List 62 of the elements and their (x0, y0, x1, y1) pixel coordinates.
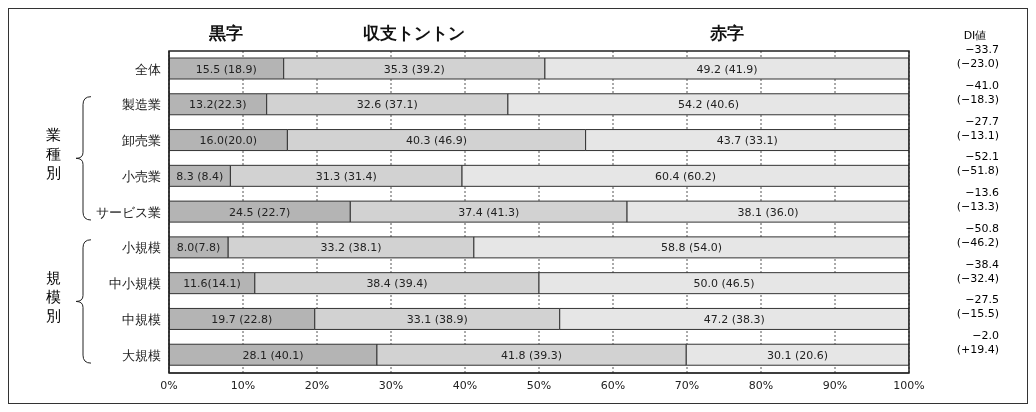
data-label: 49.2 (41.9) (696, 62, 758, 76)
text: −52.1 (−51.8) (956, 150, 999, 178)
y-tick-label: サービス業 (96, 204, 161, 220)
series-label: 黒字 (208, 23, 244, 43)
x-tick-label: 10% (230, 378, 256, 392)
y-tick-label: 卸売業 (122, 133, 161, 149)
data-label: 16.0(20.0) (199, 134, 257, 148)
data-label: 60.4 (60.2) (654, 169, 717, 183)
data-label: 41.8 (39.3) (501, 348, 563, 362)
x-tick-label: 20% (304, 378, 330, 392)
data-label: 47.2 (38.3) (703, 312, 765, 326)
y-tick-label: 全体 (135, 61, 161, 77)
data-label: 35.3 (39.2) (383, 62, 445, 76)
data-label: 37.4 (41.3) (458, 205, 520, 219)
text: 業種別 (45, 126, 61, 183)
text: −27.7 (−13.1) (956, 114, 999, 142)
text: −27.5 (−15.5) (956, 293, 999, 321)
x-tick-label: 90% (822, 378, 848, 392)
data-label: 43.7 (33.1) (716, 134, 778, 148)
x-tick-label: 100% (893, 378, 925, 392)
x-tick-label: 30% (378, 378, 404, 392)
text: −50.8 (−46.2) (956, 221, 999, 249)
data-label: 38.4 (39.4) (366, 277, 428, 291)
series-label: 収支トントン (363, 23, 466, 43)
data-label: 38.1 (36.0) (737, 205, 799, 219)
data-label: 19.7 (22.8) (211, 312, 273, 326)
data-label: 33.2 (38.1) (320, 241, 382, 255)
x-tick-label: 80% (748, 378, 774, 392)
data-label: 50.0 (46.5) (693, 277, 755, 291)
y-tick-label: 中規模 (122, 311, 161, 327)
series-label: 赤字 (708, 23, 744, 43)
y-tick-label: 小規模 (122, 240, 161, 256)
text: −13.6 (−13.3) (956, 186, 999, 214)
data-label: 28.1 (40.1) (242, 348, 304, 362)
data-label: 40.3 (46.9) (405, 134, 468, 148)
text: −41.0 (−18.3) (956, 78, 999, 106)
text: −2.0 (+19.4) (956, 329, 999, 357)
x-tick-label: 70% (674, 378, 700, 392)
data-label: 30.1 (20.6) (767, 348, 829, 362)
data-label: 13.2(22.3) (189, 98, 247, 112)
data-label: 15.5 (18.9) (195, 62, 257, 76)
text: DI値 (963, 29, 987, 42)
y-tick-label: 小売業 (122, 168, 161, 184)
text: 規模別 (45, 269, 61, 326)
data-label: 31.3 (31.4) (315, 169, 377, 183)
x-tick-label: 0% (160, 378, 178, 392)
x-tick-label: 60% (600, 378, 626, 392)
data-label: 11.6(14.1) (183, 277, 241, 291)
data-label: 33.1 (38.9) (406, 312, 468, 326)
x-tick-label: 50% (526, 378, 552, 392)
text: −33.7 (−23.0) (956, 43, 999, 70)
data-label: 54.2 (40.6) (677, 98, 739, 112)
y-tick-label: 大規模 (122, 347, 161, 363)
data-label: 32.6 (37.1) (356, 98, 418, 112)
y-tick-label: 製造業 (122, 97, 161, 113)
data-label: 58.8 (54.0) (660, 241, 722, 255)
data-label: 24.5 (22.7) (229, 205, 291, 219)
text: −38.4 (−32.4) (956, 257, 999, 285)
y-tick-label: 中小規模 (109, 276, 161, 292)
data-label: 8.3 (8.4) (176, 169, 224, 183)
data-label: 8.0(7.8) (176, 241, 221, 255)
x-tick-label: 40% (452, 378, 478, 392)
